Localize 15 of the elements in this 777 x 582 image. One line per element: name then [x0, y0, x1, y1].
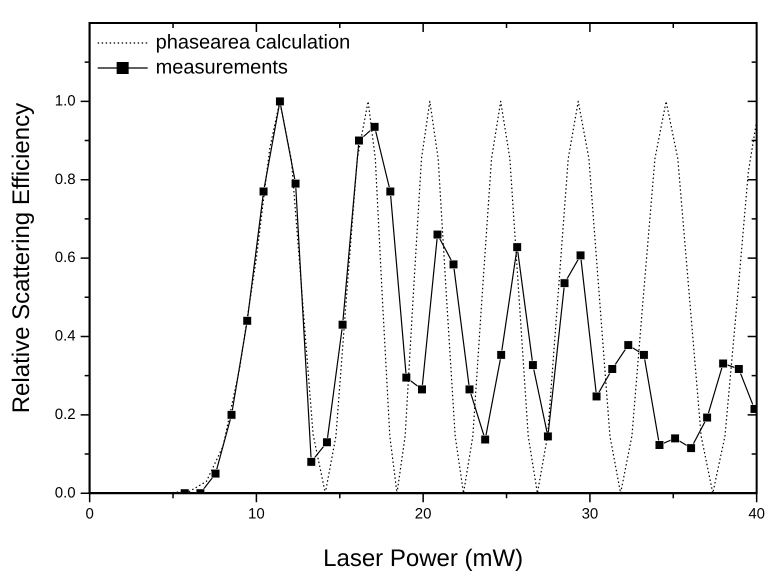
x-axis-title: Laser Power (mW): [323, 545, 524, 572]
y-axis-title: Relative Scattering Efficiency: [8, 102, 36, 414]
legend-label: measurements: [156, 56, 288, 79]
y-tick-label: 0.0: [54, 484, 76, 502]
x-tick-label: 20: [414, 505, 432, 522]
x-tick-label: 30: [582, 505, 598, 522]
y-tick-label: 0.2: [54, 406, 76, 423]
y-tick-label: 0.8: [54, 170, 76, 188]
legend-label: phasearea calculation: [156, 32, 350, 54]
x-tick-label: 10: [248, 505, 265, 522]
y-tick-label: 0.4: [54, 328, 76, 345]
y-tick-label: 0.6: [54, 249, 76, 266]
x-tick-label: 0: [85, 505, 94, 522]
x-tick-label: 40: [748, 505, 765, 522]
y-tick-label: 1.0: [54, 92, 76, 110]
